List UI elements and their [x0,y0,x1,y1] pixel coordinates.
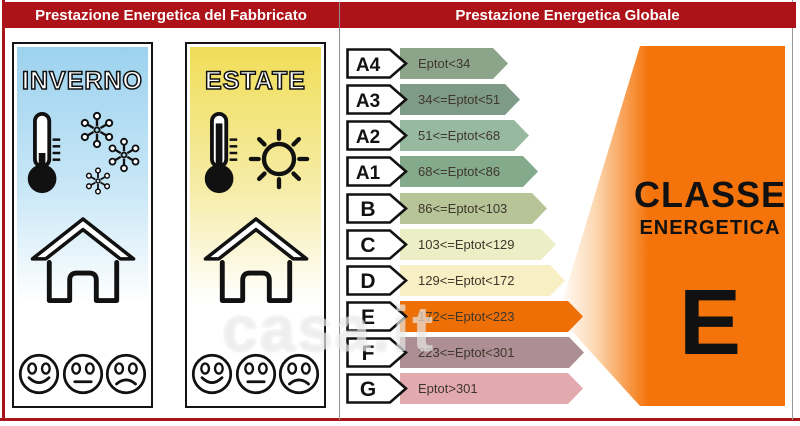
right-divider-line [792,0,793,420]
class-badge: A3 [346,84,408,115]
energy-class-scale: Eptot<34 A4 34<=Eptot<51 A3 51<=Eptot<68 A2 68… [346,46,606,412]
estate-panel: ESTATE [185,42,326,408]
class-badge: D [346,265,408,296]
class-range-bar: 86<=Eptot<103 [400,193,547,224]
class-badge-letter: F [362,342,375,365]
energetica-label: ENERGETICA [639,217,780,239]
class-range-bar: 51<=Eptot<68 [400,120,529,151]
energy-class-row-g: Eptot>301 G [346,373,606,404]
smiley-sad-icon [278,353,320,395]
class-range-bar: 172<=Eptot<223 [400,301,583,332]
energy-class-row-d: 129<=Eptot<172 D [346,265,606,296]
header-bar: Prestazione Energetica del Fabbricato Pr… [3,2,796,28]
class-badge: B [346,193,408,224]
estate-house-wrap [201,212,311,309]
sun-icon [248,110,312,196]
class-badge: A1 [346,156,408,187]
smiley-happy-icon [18,353,60,395]
smiley-sad-icon [105,353,147,395]
class-badge-letter: C [360,234,375,257]
house-icon [28,212,138,304]
inverno-panel-background: INVERNO [17,47,148,403]
class-badge-letter: B [360,198,375,221]
energy-class-row-c: 103<=Eptot<129 C [346,229,606,260]
energy-class-row-a1: 68<=Eptot<86 A1 [346,156,606,187]
smiley-neutral-icon [62,353,104,395]
header-fabbricato-title: Prestazione Energetica del Fabbricato [35,6,307,24]
class-range-bar: 103<=Eptot<129 [400,229,556,260]
energy-class-row-e: 172<=Eptot<223 E [346,301,606,332]
estate-icon-row [200,110,312,206]
energy-class-row-f: 223<=Eptot<301 F [346,337,606,368]
class-badge-letter: A2 [356,127,380,148]
class-badge-letter: G [360,378,376,401]
class-range-label: 86<=Eptot<103 [418,201,508,216]
thermometer-high-icon [200,110,242,196]
class-range-bar: Eptot>301 [400,373,583,404]
estate-title: ESTATE [204,66,306,96]
inverno-icon-row [23,110,143,206]
class-badge: F [346,337,408,368]
class-range-label: Eptot<34 [418,56,471,71]
smiley-neutral-icon [235,353,277,395]
inverno-house-wrap [28,212,138,309]
class-badge-letter: A4 [356,55,381,76]
class-badge: G [346,373,408,404]
class-badge-letter: D [360,270,375,293]
left-frame-border [2,0,5,421]
classe-label: CLASSE [634,174,786,215]
energy-class-row-a2: 51<=Eptot<68 A2 [346,120,606,151]
class-range-label: 223<=Eptot<301 [418,345,515,360]
bottom-frame-border [0,418,800,421]
class-range-label: 34<=Eptot<51 [418,92,501,107]
class-badge: A4 [346,48,408,79]
class-result-arrow: CLASSE ENERGETICA E [558,46,786,406]
thermometer-low-icon [23,110,65,196]
class-range-label: 103<=Eptot<129 [418,237,515,252]
class-range-bar: 34<=Eptot<51 [400,84,520,115]
snowflakes-icon [78,111,141,195]
class-badge: A2 [346,120,408,151]
class-range-bar: Eptot<34 [400,48,508,79]
class-range-bar: 68<=Eptot<86 [400,156,538,187]
class-range-label: 172<=Eptot<223 [418,309,515,324]
inverno-smiley-row [18,353,147,395]
house-icon [201,212,311,304]
class-badge-letter: A1 [356,163,381,184]
class-badge: C [346,229,408,260]
class-badge-letter: A3 [356,91,380,112]
energy-class-row-a3: 34<=Eptot<51 A3 [346,84,606,115]
center-divider-line [339,2,340,420]
class-range-label: Eptot>301 [418,381,478,396]
class-range-label: 68<=Eptot<86 [418,164,501,179]
inverno-title: INVERNO [21,66,143,96]
class-result-letter: E [679,270,741,374]
class-range-label: 51<=Eptot<68 [418,128,501,143]
inverno-panel: INVERNO [12,42,153,408]
smiley-happy-icon [191,353,233,395]
header-globale-title: Prestazione Energetica Globale [455,6,680,24]
energy-class-row-b: 86<=Eptot<103 B [346,193,606,224]
class-badge-letter: E [361,306,375,329]
estate-panel-background: ESTATE [190,47,321,403]
estate-smiley-row [191,353,320,395]
class-badge: E [346,301,408,332]
class-range-bar: 223<=Eptot<301 [400,337,584,368]
class-range-label: 129<=Eptot<172 [418,273,515,288]
energy-class-row-a4: Eptot<34 A4 [346,48,606,79]
class-range-bar: 129<=Eptot<172 [400,265,565,296]
